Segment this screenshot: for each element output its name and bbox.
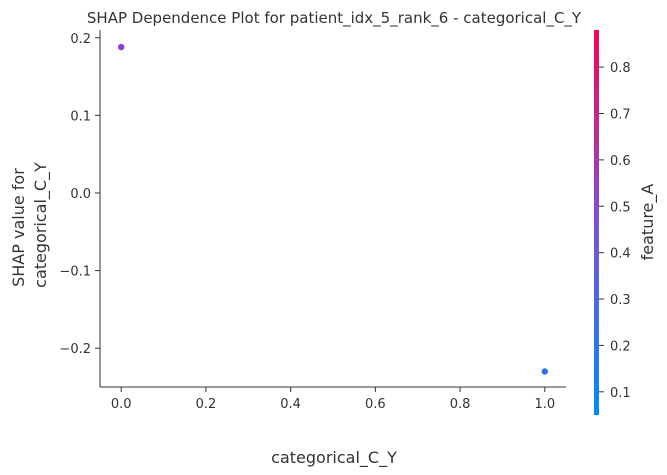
x-tick-group: 0.0 0.2 0.4 0.6 0.8 1.0 <box>111 387 555 412</box>
y-axis-label-line2: categorical_C_Y <box>31 162 51 288</box>
colorbar-tick-group: 0.1 0.2 0.3 0.4 0.5 0.6 0.7 0.8 <box>599 61 631 401</box>
colorbar-tick-label: 0.5 <box>610 200 631 215</box>
x-tick-label: 0.6 <box>365 397 386 412</box>
x-axis-label: categorical_C_Y <box>271 448 397 468</box>
colorbar-label: feature_A <box>638 184 658 261</box>
data-point <box>117 43 125 51</box>
chart-title: SHAP Dependence Plot for patient_idx_5_r… <box>87 9 582 28</box>
colorbar-tick-label: 0.6 <box>610 154 631 169</box>
y-tick-label: 0.2 <box>70 32 91 47</box>
y-tick-label: −0.1 <box>59 265 91 280</box>
data-point <box>541 368 549 375</box>
x-tick-label: 0.2 <box>196 397 217 412</box>
colorbar-tick-label: 0.4 <box>610 247 631 262</box>
plot-axes <box>99 30 566 388</box>
y-tick-label: −0.2 <box>59 342 91 357</box>
colorbar-tick-label: 0.2 <box>610 339 631 354</box>
x-tick-label: 0.8 <box>450 397 471 412</box>
colorbar-tick-label: 0.1 <box>610 386 631 401</box>
x-tick-label: 1.0 <box>534 397 555 412</box>
x-tick-label: 0.0 <box>111 397 132 412</box>
x-tick-label: 0.4 <box>280 397 301 412</box>
y-tick-label: 0.0 <box>70 187 91 202</box>
colorbar: 0.1 0.2 0.3 0.4 0.5 0.6 0.7 0.8 <box>594 30 631 415</box>
colorbar-tick-label: 0.8 <box>610 61 631 76</box>
y-tick-group: 0.2 0.1 0.0 −0.1 −0.2 <box>59 32 100 357</box>
y-axis-label-line1: SHAP value for <box>9 168 28 287</box>
y-tick-label: 0.1 <box>70 109 91 124</box>
colorbar-gradient <box>594 30 599 415</box>
colorbar-tick-label: 0.7 <box>610 107 631 122</box>
data-points <box>117 43 549 375</box>
colorbar-tick-label: 0.3 <box>610 293 631 308</box>
y-axis-label: SHAP value for categorical_C_Y <box>9 162 51 288</box>
